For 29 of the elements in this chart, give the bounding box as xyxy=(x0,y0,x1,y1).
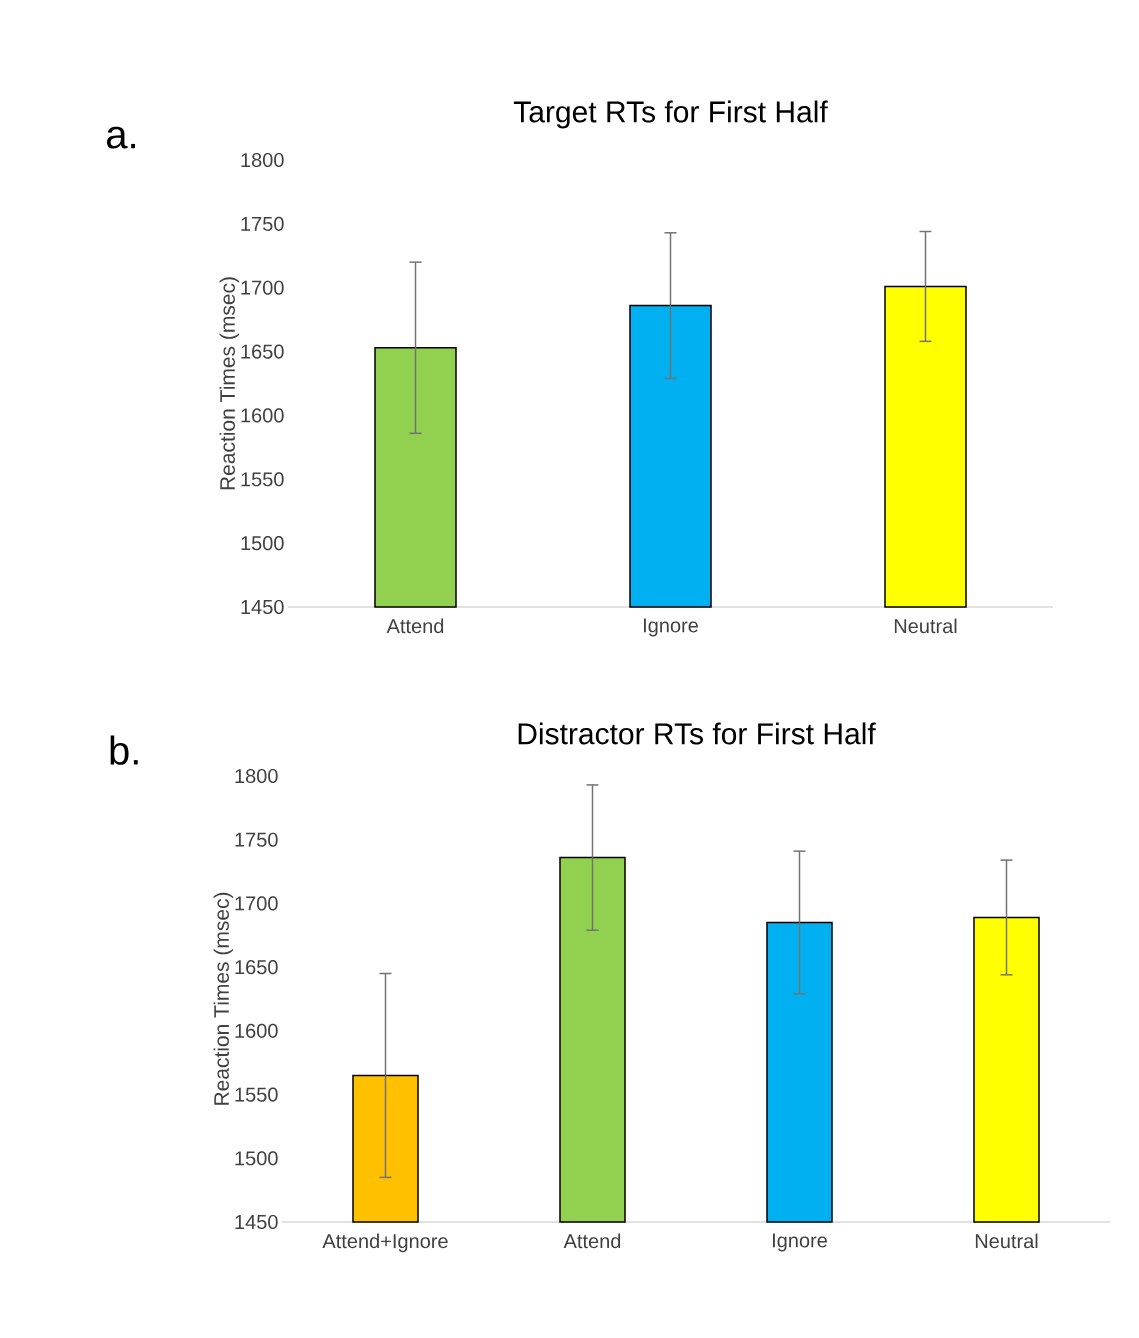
x-tick-label: Neutral xyxy=(894,618,957,634)
y-tick-label: 1650 xyxy=(241,344,284,359)
x-tick-label: Attend xyxy=(386,618,444,634)
x-tick-label: Neutral xyxy=(975,1233,1038,1249)
text: a. xyxy=(107,126,136,149)
y-tick-label: 1800 xyxy=(235,768,278,784)
y-axis-title: Reaction Times (msec) xyxy=(213,892,234,1105)
y-tick-label: 1600 xyxy=(241,408,284,423)
y-tick-label: 1600 xyxy=(235,1023,278,1038)
y-axis-title: Reaction Times (msec) xyxy=(219,277,240,490)
y-tick-label: 1750 xyxy=(235,832,278,847)
y-tick-label: 1500 xyxy=(235,1151,278,1166)
chart-title: Target RTs for First Half xyxy=(513,100,828,129)
x-tick-label: Ignore xyxy=(643,618,698,637)
y-tick-label: 1700 xyxy=(235,896,278,911)
chart-title: Distractor RTs for First Half xyxy=(518,722,876,745)
y-tick-label: 1700 xyxy=(241,280,284,295)
x-tick-label: Attend xyxy=(563,1233,621,1249)
y-tick-label: 1450 xyxy=(235,1214,278,1230)
text: b. xyxy=(110,735,138,765)
y-tick-label: 1550 xyxy=(235,1087,278,1102)
y-tick-label: 1550 xyxy=(241,472,284,487)
y-tick-label: 1750 xyxy=(241,216,284,231)
x-tick-label: Attend+Ignore xyxy=(322,1233,448,1253)
y-tick-label: 1500 xyxy=(241,536,284,551)
y-tick-label: 1450 xyxy=(241,599,284,615)
y-tick-label: 1800 xyxy=(241,152,284,168)
y-tick-label: 1650 xyxy=(235,960,278,975)
x-tick-label: Ignore xyxy=(772,1233,827,1252)
